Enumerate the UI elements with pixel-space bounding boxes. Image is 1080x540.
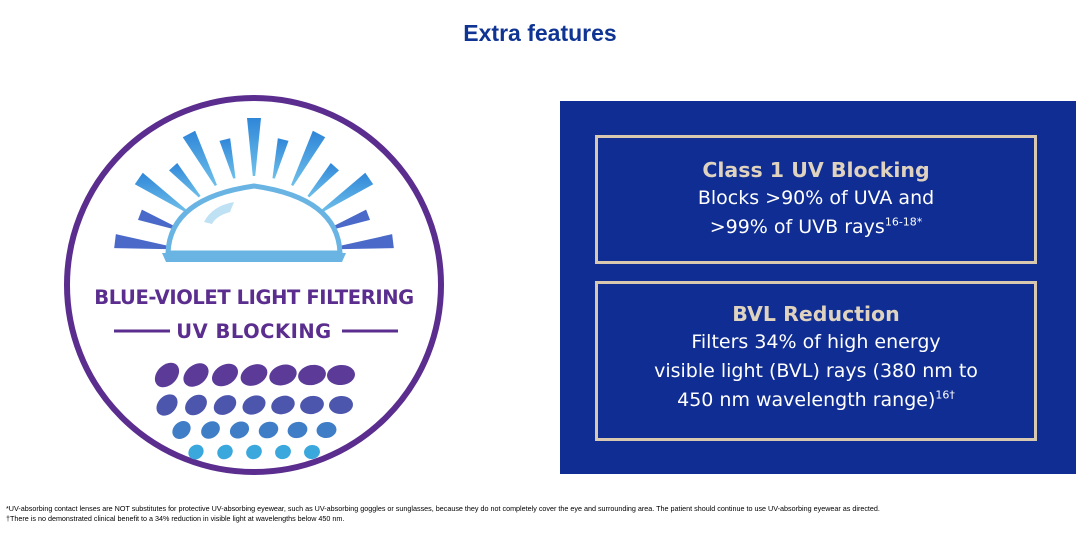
feature-desc-line: 450 nm wavelength range) bbox=[677, 389, 936, 411]
feature-desc-line: Blocks >90% of UVA and bbox=[697, 187, 935, 209]
feature-desc-line: >99% of UVB rays bbox=[709, 216, 885, 238]
light-particle bbox=[258, 421, 279, 439]
feature-title: BVL Reduction bbox=[732, 302, 900, 326]
sun-ray bbox=[291, 130, 326, 186]
light-particle bbox=[287, 421, 308, 439]
sun-ray bbox=[307, 163, 340, 198]
feature-bvl-reduction: BVL Reduction Filters 34% of high energy… bbox=[595, 281, 1037, 441]
light-particle bbox=[329, 395, 353, 415]
light-particle bbox=[271, 395, 295, 415]
light-particle bbox=[269, 364, 297, 386]
light-particle bbox=[188, 444, 204, 460]
sun-ray bbox=[134, 172, 188, 213]
contact-lens-icon bbox=[162, 183, 346, 262]
light-particle bbox=[304, 444, 320, 460]
light-particle bbox=[327, 364, 355, 386]
sun-ray bbox=[272, 138, 289, 179]
light-particle bbox=[201, 421, 220, 439]
badge-label-bvl: BLUE-VIOLET LIGHT FILTERING bbox=[94, 286, 414, 309]
light-particles-icon bbox=[154, 362, 355, 460]
uv-bvl-badge: BLUE-VIOLET LIGHT FILTERING UV BLOCKING bbox=[52, 90, 456, 480]
sun-ray bbox=[247, 118, 261, 176]
feature-description: Filters 34% of high energy visible light… bbox=[598, 328, 1034, 415]
light-particle bbox=[242, 395, 266, 415]
features-panel: Class 1 UV Blocking Blocks >90% of UVA a… bbox=[560, 101, 1076, 474]
sun-ray bbox=[114, 234, 173, 250]
light-particle bbox=[300, 395, 324, 415]
sun-ray bbox=[320, 172, 374, 213]
page-title: Extra features bbox=[463, 20, 617, 46]
light-particle bbox=[298, 364, 326, 386]
sun-rays-icon bbox=[114, 118, 394, 250]
sun-ray bbox=[219, 138, 236, 179]
sun-ray bbox=[182, 130, 217, 186]
footnote-bvl: †There is no demonstrated clinical benef… bbox=[6, 513, 345, 523]
footnotes: *UV-absorbing contact lenses are NOT sub… bbox=[6, 504, 1076, 523]
feature-title: Class 1 UV Blocking bbox=[702, 158, 930, 182]
feature-desc-line: Filters 34% of high energy bbox=[691, 331, 941, 353]
citation-superscript: 16-18* bbox=[884, 215, 923, 229]
light-particle bbox=[229, 421, 250, 439]
badge-graphic bbox=[64, 95, 444, 475]
light-particle bbox=[154, 362, 180, 388]
sun-ray bbox=[335, 234, 394, 250]
light-particle bbox=[275, 444, 291, 460]
light-particle bbox=[156, 394, 178, 416]
sun-ray bbox=[137, 209, 178, 231]
light-particle bbox=[211, 363, 239, 387]
feature-uv-blocking: Class 1 UV Blocking Blocks >90% of UVA a… bbox=[595, 135, 1037, 264]
feature-description: Blocks >90% of UVA and >99% of UVB rays1… bbox=[598, 184, 1034, 242]
light-particle bbox=[246, 444, 262, 460]
light-particle bbox=[183, 363, 209, 387]
light-particle bbox=[213, 395, 237, 415]
sun-ray bbox=[330, 209, 371, 231]
footnote-uv: *UV-absorbing contact lenses are NOT sub… bbox=[6, 504, 880, 513]
light-particle bbox=[172, 421, 191, 439]
light-particle bbox=[316, 421, 337, 439]
badge-label-uv: UV BLOCKING bbox=[176, 320, 332, 343]
citation-superscript: 16† bbox=[935, 388, 955, 402]
sun-ray bbox=[168, 163, 201, 198]
light-particle bbox=[185, 394, 207, 416]
light-particle bbox=[240, 364, 268, 386]
feature-desc-line: visible light (BVL) rays (380 nm to bbox=[654, 360, 978, 382]
light-particle bbox=[217, 444, 233, 460]
